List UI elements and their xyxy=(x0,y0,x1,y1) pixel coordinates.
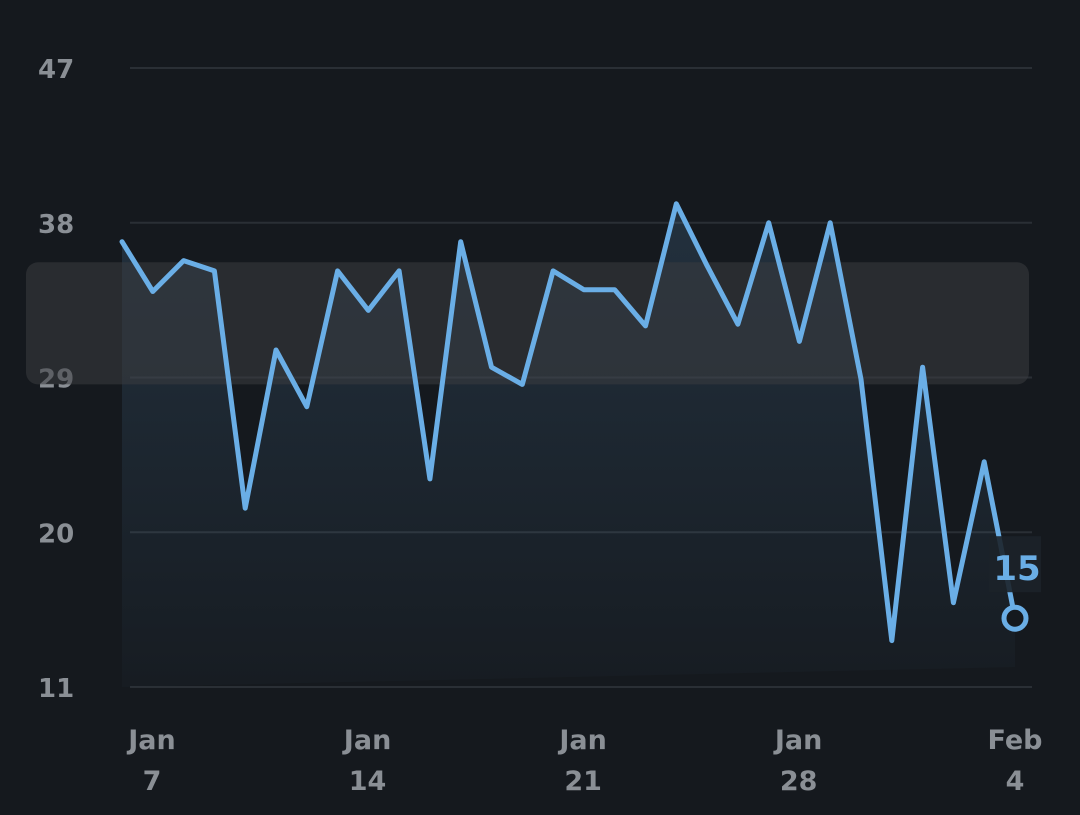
data-point[interactable] xyxy=(393,265,405,277)
data-point[interactable] xyxy=(886,635,898,647)
data-point[interactable] xyxy=(147,286,159,298)
x-tick-day: 21 xyxy=(564,766,602,797)
last-point-marker[interactable] xyxy=(1001,604,1029,632)
data-point[interactable] xyxy=(763,217,775,229)
data-point[interactable] xyxy=(547,265,559,277)
last-value-label: 15 xyxy=(993,549,1040,589)
data-point[interactable] xyxy=(824,217,836,229)
data-point[interactable] xyxy=(424,473,436,485)
data-point[interactable] xyxy=(178,255,190,267)
last-value-label-bg xyxy=(989,536,1041,593)
data-point[interactable] xyxy=(208,265,220,277)
y-tick-label: 11 xyxy=(38,674,74,704)
x-axis-ticks: Jan 7 Jan 14 Jan 21 Jan 28 Feb 4 xyxy=(126,725,1042,797)
data-point[interactable] xyxy=(793,335,805,347)
data-point[interactable] xyxy=(701,260,713,272)
x-tick-month: Jan xyxy=(126,725,176,756)
data-point[interactable] xyxy=(978,456,990,468)
data-point[interactable] xyxy=(609,284,621,296)
data-point[interactable] xyxy=(670,198,682,210)
data-point[interactable] xyxy=(332,265,344,277)
data-point[interactable] xyxy=(855,373,867,385)
y-tick-label: 47 xyxy=(38,55,74,85)
x-tick-month: Feb xyxy=(988,725,1043,756)
x-tick-day: 28 xyxy=(780,766,818,797)
data-point[interactable] xyxy=(516,378,528,390)
x-tick-month: Jan xyxy=(342,725,392,756)
x-tick-month: Jan xyxy=(557,725,607,756)
data-point[interactable] xyxy=(362,304,374,316)
data-point[interactable] xyxy=(270,344,282,356)
data-point[interactable] xyxy=(116,236,128,248)
data-point[interactable] xyxy=(639,320,651,332)
x-tick-day: 14 xyxy=(349,766,387,797)
data-point[interactable] xyxy=(239,502,251,514)
y-tick-label: 38 xyxy=(38,210,74,240)
data-point[interactable] xyxy=(917,361,929,373)
y-tick-label: 20 xyxy=(38,519,74,549)
data-point[interactable] xyxy=(947,597,959,609)
data-point[interactable] xyxy=(486,361,498,373)
data-point[interactable] xyxy=(578,284,590,296)
series-line xyxy=(119,201,1018,644)
data-point[interactable] xyxy=(301,401,313,413)
data-point[interactable] xyxy=(732,318,744,330)
x-tick-day: 4 xyxy=(1006,766,1025,797)
x-tick-day: 7 xyxy=(143,766,162,797)
x-tick-month: Jan xyxy=(773,725,823,756)
data-point[interactable] xyxy=(455,236,467,248)
